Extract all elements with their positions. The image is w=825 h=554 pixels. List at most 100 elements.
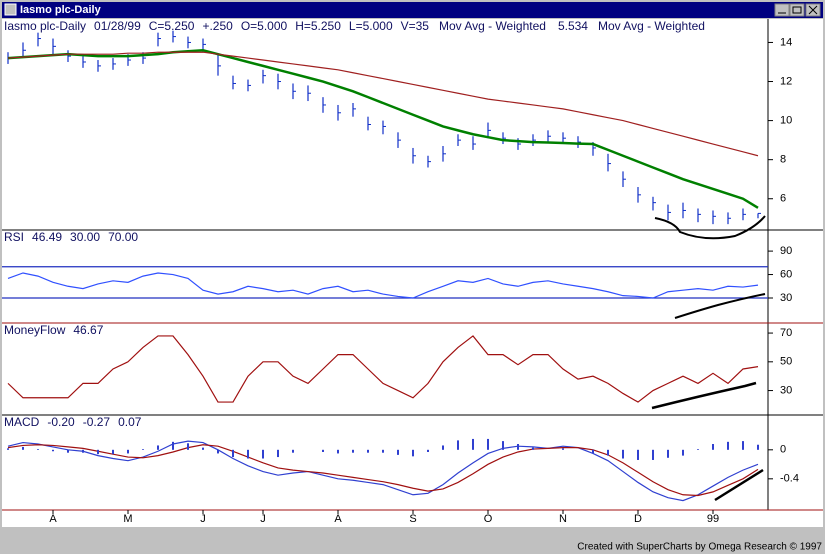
x-tick-label: A <box>334 513 342 525</box>
y-tick-label: 12 <box>780 75 792 87</box>
histogram-bar <box>322 449 324 452</box>
series-line <box>7 444 759 497</box>
histogram-bar <box>592 449 594 454</box>
trend-annotation <box>654 215 766 240</box>
x-tick-label: J <box>260 513 266 525</box>
histogram-bar <box>82 449 84 453</box>
y-tick-label: 8 <box>780 154 786 166</box>
x-tick-label: S <box>409 513 416 525</box>
histogram-bar <box>262 449 264 459</box>
header-item: 30.00 <box>70 230 100 244</box>
y-tick-label: 10 <box>780 114 792 126</box>
histogram-bar <box>652 449 654 460</box>
histogram-bar <box>667 449 669 458</box>
histogram-bar <box>187 443 189 450</box>
x-tick-label: D <box>634 513 642 525</box>
series-line <box>7 48 759 209</box>
histogram-bar <box>232 449 234 458</box>
histogram-bar <box>607 449 609 456</box>
histogram-bar <box>292 449 294 453</box>
y-tick-label: 70 <box>780 327 792 339</box>
histogram-bar <box>427 449 429 452</box>
trend-annotation <box>714 468 764 502</box>
series-line <box>7 51 759 157</box>
minimize-button[interactable] <box>774 3 790 17</box>
panel-header: Iasmo plc-Daily 01/28/99 C=5.250 +.250 O=5.0… <box>4 19 705 33</box>
header-item: 46.49 <box>32 230 62 244</box>
histogram-bar <box>172 441 174 450</box>
y-tick-label: 30 <box>780 384 792 396</box>
histogram-bar <box>142 449 144 450</box>
histogram-bar <box>442 445 444 450</box>
y-tick-label: 60 <box>780 268 792 280</box>
header-item: 70.00 <box>108 230 138 244</box>
header-item: +.250 <box>202 19 233 33</box>
histogram-bar <box>202 447 204 450</box>
header-item: 46.67 <box>73 323 103 337</box>
histogram-bar <box>472 438 474 450</box>
header-item: V=35 <box>401 19 430 33</box>
histogram-bar <box>727 441 729 450</box>
footer: Created with SuperCharts by Omega Resear… <box>577 542 822 553</box>
series-line <box>7 335 759 403</box>
plot-background <box>2 19 823 527</box>
panel-header: MoneyFlow 46.67 <box>4 323 104 337</box>
x-tick-label: A <box>49 513 57 525</box>
x-tick-label: M <box>123 513 132 525</box>
title-bar <box>2 2 823 18</box>
panel-header: MACD -0.20 -0.27 0.07 <box>4 415 142 429</box>
header-item: 01/28/99 <box>94 19 141 33</box>
x-tick-label: 99 <box>707 513 719 525</box>
histogram-bar <box>562 448 564 450</box>
histogram-bar <box>532 447 534 450</box>
histogram-bar <box>337 449 339 454</box>
x-tick-label: N <box>559 513 567 525</box>
window-title: Iasmo plc-Daily <box>20 4 102 16</box>
y-tick-label: 14 <box>780 36 792 48</box>
histogram-bar <box>52 449 54 452</box>
legend-entry: Mov Avg - Weighted <box>439 19 546 33</box>
histogram-bar <box>622 449 624 459</box>
header-item: MoneyFlow <box>4 323 66 337</box>
histogram-bar <box>682 449 684 456</box>
y-tick-label: -0.4 <box>780 473 799 485</box>
histogram-bar <box>412 449 414 457</box>
y-tick-label: 0 <box>780 444 786 456</box>
window-button-glyphs <box>778 5 818 15</box>
header-item: 0.07 <box>118 415 142 429</box>
x-tick-label: O <box>484 513 493 525</box>
panel-header: RSI 46.49 30.00 70.00 <box>4 230 138 244</box>
histogram-bar <box>397 449 399 455</box>
histogram-bar <box>502 441 504 450</box>
histogram-bar <box>457 440 459 450</box>
histogram-bar <box>37 449 39 450</box>
histogram-bar <box>367 449 369 453</box>
histogram-bar <box>127 449 129 454</box>
histogram-bar <box>637 449 639 460</box>
plots: Iasmo plc-Daily 01/28/99 C=5.250 +.250 O=5.0… <box>2 19 823 525</box>
header-item: O=5.000 <box>241 19 288 33</box>
legend-entry: Mov Avg - Weighted <box>598 19 705 33</box>
histogram-bar <box>217 449 219 454</box>
trend-annotation <box>674 293 766 319</box>
histogram-bar <box>112 449 114 455</box>
header-item: Iasmo plc-Daily <box>4 19 86 33</box>
header-item: C=5.250 <box>149 19 195 33</box>
y-tick-label: 30 <box>780 292 792 304</box>
histogram-bar <box>352 449 354 453</box>
histogram-bar <box>22 446 24 450</box>
legend-value: 5.534 <box>558 19 588 33</box>
header-item: MACD <box>4 415 40 429</box>
histogram-bar <box>517 444 519 450</box>
maximize-button[interactable] <box>789 3 805 17</box>
y-tick-label: 6 <box>780 193 786 205</box>
histogram-bar <box>697 449 699 450</box>
histogram-bar <box>757 444 759 450</box>
header-item: RSI <box>4 230 24 244</box>
header-item: L=5.000 <box>349 19 393 33</box>
histogram-bar <box>7 448 9 450</box>
histogram-bar <box>382 449 384 453</box>
series-line <box>7 440 759 502</box>
header-item: H=5.250 <box>295 19 341 33</box>
